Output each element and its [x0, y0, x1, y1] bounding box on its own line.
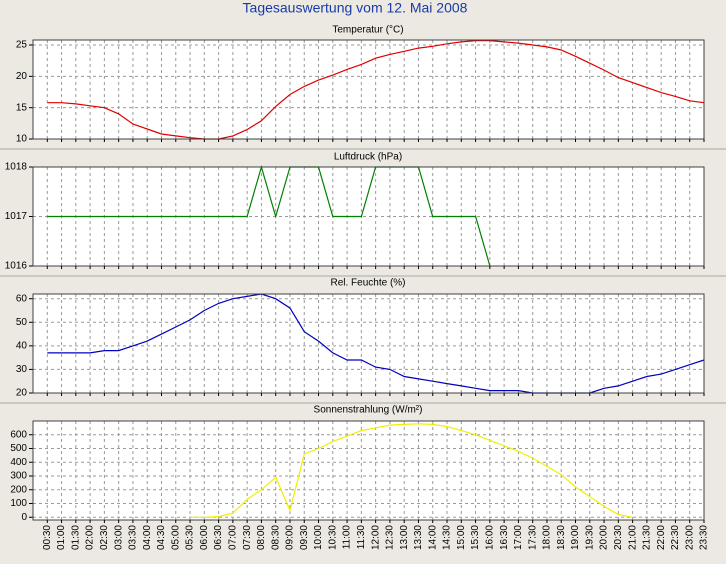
x-tick-label: 18:00	[542, 525, 553, 550]
data-line	[47, 293, 705, 394]
report-title: Tagesauswertung vom 12. Mai 2008	[243, 0, 468, 16]
x-tick-label: 03:00	[113, 525, 124, 550]
x-tick-label: 17:30	[527, 525, 538, 550]
x-tick-label: 18:30	[556, 525, 567, 550]
x-tick-label: 05:00	[170, 525, 181, 550]
x-tick-label: 16:30	[499, 525, 510, 550]
data-line	[190, 423, 633, 518]
x-tick-label: 12:30	[385, 525, 396, 550]
x-tick-label: 01:00	[56, 525, 67, 550]
y-tick-label: 1018	[5, 162, 28, 173]
x-tick-label: 02:30	[99, 525, 110, 550]
x-tick-label: 08:00	[256, 525, 267, 550]
x-tick-label: 03:30	[128, 525, 139, 550]
y-tick-label: 15	[16, 102, 28, 113]
x-tick-label: 15:30	[470, 525, 481, 550]
data-line	[47, 39, 705, 140]
y-tick-label: 10	[16, 134, 28, 145]
x-tick-label: 13:30	[413, 525, 424, 550]
y-tick-label: 20	[16, 71, 28, 82]
x-tick-label: 14:30	[442, 525, 453, 550]
x-tick-label: 07:30	[242, 525, 253, 550]
panel-title: Sonnenstrahlung (W/m²)	[314, 405, 423, 416]
y-tick-label: 20	[16, 388, 28, 399]
y-tick-label: 40	[16, 340, 28, 351]
x-tick-label: 10:30	[327, 525, 338, 550]
x-tick-label: 14:00	[427, 525, 438, 550]
x-tick-label: 05:30	[185, 525, 196, 550]
plot-border	[32, 39, 705, 140]
y-tick-label: 1016	[5, 261, 28, 272]
x-tick-label: 15:00	[456, 525, 467, 550]
x-tick-label: 12:00	[370, 525, 381, 550]
y-tick-label: 30	[16, 364, 28, 375]
x-tick-label: 11:30	[356, 525, 367, 550]
y-tick-label: 0	[21, 512, 27, 523]
panel-title: Temperatur (°C)	[332, 25, 403, 36]
plot-border	[32, 293, 705, 394]
x-tick-label: 04:30	[156, 525, 167, 550]
y-tick-label: 50	[16, 317, 28, 328]
x-tick-label: 00:30	[42, 525, 53, 550]
y-tick-label: 100	[10, 498, 27, 509]
y-tick-label: 500	[10, 443, 27, 454]
x-tick-label: 20:30	[613, 525, 624, 550]
x-tick-label: 21:00	[627, 525, 638, 550]
x-tick-label: 17:00	[513, 525, 524, 550]
y-tick-label: 1017	[5, 211, 28, 222]
x-tick-label: 11:00	[342, 525, 353, 550]
x-tick-label: 02:00	[85, 525, 96, 550]
x-tick-label: 22:30	[670, 525, 681, 550]
x-tick-label: 01:30	[70, 525, 81, 550]
plot-border	[32, 166, 705, 267]
x-tick-label: 16:00	[484, 525, 495, 550]
x-tick-label: 23:00	[684, 525, 695, 550]
y-tick-label: 400	[10, 457, 27, 468]
x-tick-label: 07:00	[228, 525, 239, 550]
plot-area	[33, 40, 704, 139]
x-tick-label: 08:30	[270, 525, 281, 550]
x-tick-label: 20:00	[599, 525, 610, 550]
x-tick-label: 09:30	[299, 525, 310, 550]
x-tick-label: 06:00	[199, 525, 210, 550]
x-tick-label: 04:00	[142, 525, 153, 550]
x-tick-label: 19:30	[584, 525, 595, 550]
plot-area	[33, 294, 704, 393]
y-tick-label: 60	[16, 293, 28, 304]
x-tick-label: 13:00	[399, 525, 410, 550]
y-tick-label: 200	[10, 484, 27, 495]
y-tick-label: 300	[10, 471, 27, 482]
y-tick-label: 600	[10, 429, 27, 440]
plot-border	[32, 420, 705, 521]
x-tick-label: 21:30	[642, 525, 653, 550]
x-tick-label: 09:00	[285, 525, 296, 550]
y-tick-label: 25	[16, 40, 28, 51]
x-tick-label: 06:30	[213, 525, 224, 550]
x-tick-label: 22:00	[656, 525, 667, 550]
panel-title: Rel. Feuchte (%)	[330, 278, 405, 289]
x-tick-label: 10:00	[313, 525, 324, 550]
panel-title: Luftdruck (hPa)	[334, 152, 402, 163]
x-tick-label: 19:00	[570, 525, 581, 550]
x-tick-label: 23:30	[699, 525, 710, 550]
